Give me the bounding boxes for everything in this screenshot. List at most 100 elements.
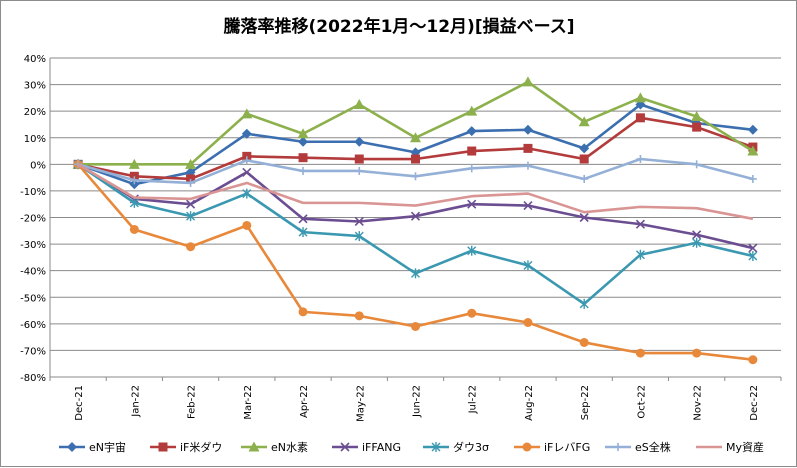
square-marker: [411, 154, 420, 164]
x-marker-stroke: [186, 199, 196, 209]
legend-item: iFFANG: [332, 441, 401, 454]
triangle-marker: [747, 145, 759, 156]
legend-label: eS全株: [635, 440, 671, 454]
x-tick-label: Jun-22: [412, 385, 423, 418]
square-marker: [354, 154, 364, 164]
x-tick-label: Oct-22: [636, 385, 647, 419]
x-marker-stroke: [579, 212, 589, 223]
plus-marker: [242, 156, 251, 165]
x-marker-stroke: [467, 199, 477, 209]
x-marker: [354, 216, 364, 227]
legend-label: iF米ダウ: [180, 440, 222, 454]
series-lines: [72, 76, 759, 365]
plus-marker: [748, 174, 757, 183]
diamond-marker: [67, 442, 77, 452]
y-tick-label: 20%: [24, 107, 46, 118]
triangle-marker: [634, 92, 646, 103]
x-marker: [579, 212, 589, 223]
diamond-marker: [241, 128, 252, 139]
triangle-marker: [466, 105, 478, 116]
x-marker-stroke: [635, 219, 645, 229]
x-tick-label: Mar-22: [243, 385, 254, 420]
legend-item: iF米ダウ: [150, 440, 222, 454]
diamond-marker: [522, 124, 533, 135]
x-tick-label: Dec-21: [74, 385, 85, 421]
x-marker: [523, 200, 533, 211]
square-marker: [523, 143, 533, 153]
circle-marker: [467, 308, 477, 318]
chart-title: 騰落率推移(2022年1月～12月)[損益ベース]: [223, 16, 574, 37]
diamond-marker: [298, 136, 309, 147]
x-marker-stroke: [242, 167, 252, 177]
triangle-marker: [522, 76, 534, 87]
circle-marker: [298, 307, 308, 317]
x-marker: [186, 199, 196, 209]
plus-marker: [692, 160, 701, 169]
triangle-marker: [410, 132, 421, 143]
plus-marker: [411, 172, 420, 181]
plus-marker: [523, 161, 532, 170]
legend-item: eS全株: [605, 440, 671, 454]
legend-item: eN水素: [241, 441, 308, 454]
x-marker-stroke: [410, 211, 421, 221]
y-tick-label: -40%: [20, 267, 46, 278]
x-tick-label: Aug-22: [524, 385, 535, 421]
circle-marker: [635, 348, 645, 358]
triangle-marker: [297, 128, 309, 139]
x-tick-label: May-22: [355, 385, 366, 422]
x-marker: [410, 211, 421, 221]
x-marker-stroke: [340, 442, 350, 452]
asterisk-marker: [523, 260, 533, 271]
asterisk-marker: [692, 237, 702, 248]
asterisk-marker: [579, 298, 589, 309]
x-marker-stroke: [748, 243, 758, 253]
series-line: [77, 163, 754, 221]
legend-label: iFレバFG: [544, 441, 590, 454]
x-marker-stroke: [298, 214, 308, 224]
y-tick-label: -60%: [20, 320, 46, 331]
plus-marker: [636, 155, 645, 164]
series-eN水素: [72, 76, 759, 169]
circle-marker: [186, 242, 196, 252]
legend-item: My資産: [696, 441, 764, 454]
series-line: [77, 163, 754, 306]
y-tick-label: -80%: [20, 373, 46, 384]
triangle-marker: [185, 158, 197, 169]
asterisk-marker: [354, 231, 364, 242]
axes: 40% 30% 20% 10% 0% -10% -20% -30% -40% -50% -60% -7…: [20, 54, 782, 422]
x-marker: [298, 214, 308, 224]
asterisk-marker: [635, 249, 645, 260]
x-tick-label: Sep-22: [580, 385, 591, 420]
x-marker: [467, 199, 477, 209]
square-marker: [158, 442, 168, 452]
plus-marker: [467, 164, 476, 173]
series-My資産: [77, 163, 754, 221]
circle-marker: [523, 318, 533, 328]
y-tick-label: 0%: [30, 160, 46, 171]
square-marker: [692, 122, 702, 132]
y-tick-label: -10%: [20, 187, 46, 198]
diamond-marker: [466, 126, 477, 137]
asterisk-marker: [186, 211, 196, 222]
asterisk-marker: [129, 197, 139, 208]
asterisk-marker: [748, 251, 758, 262]
diamond-marker: [747, 124, 758, 135]
circle-marker: [129, 224, 139, 234]
plus-marker: [130, 176, 139, 185]
legend-label: ダウ3σ: [453, 440, 489, 454]
legend: eN宇宙 iF米ダウ eN水素 iFFANG ダウ3σ iFレバFG eS全株 My資産: [59, 440, 764, 454]
circle-marker: [242, 220, 252, 230]
asterisk-marker: [242, 188, 252, 199]
legend-label: eN水素: [271, 441, 308, 454]
y-tick-label: -50%: [20, 293, 46, 304]
x-tick-label: Feb-22: [187, 385, 198, 419]
x-marker-stroke: [354, 216, 364, 227]
series-ダウ3σ: [73, 159, 758, 309]
x-marker-stroke: [692, 230, 702, 240]
legend-item: ダウ3σ: [423, 440, 489, 454]
x-marker: [340, 442, 350, 452]
plus-marker: [614, 443, 622, 451]
x-tick-label: Jan-22: [130, 385, 141, 418]
x-marker: [242, 167, 252, 177]
